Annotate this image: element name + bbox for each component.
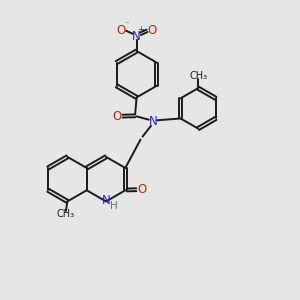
Text: N: N xyxy=(148,115,157,128)
Text: CH₃: CH₃ xyxy=(189,71,207,81)
Text: O: O xyxy=(113,110,122,123)
Text: O: O xyxy=(137,183,146,196)
Text: N: N xyxy=(102,194,110,207)
Text: CH₃: CH₃ xyxy=(57,209,75,220)
Text: H: H xyxy=(110,201,117,211)
Text: N: N xyxy=(132,30,141,43)
Text: O: O xyxy=(117,24,126,37)
Text: O: O xyxy=(147,24,156,37)
Text: +: + xyxy=(137,26,144,34)
Text: ⁻: ⁻ xyxy=(125,20,130,29)
